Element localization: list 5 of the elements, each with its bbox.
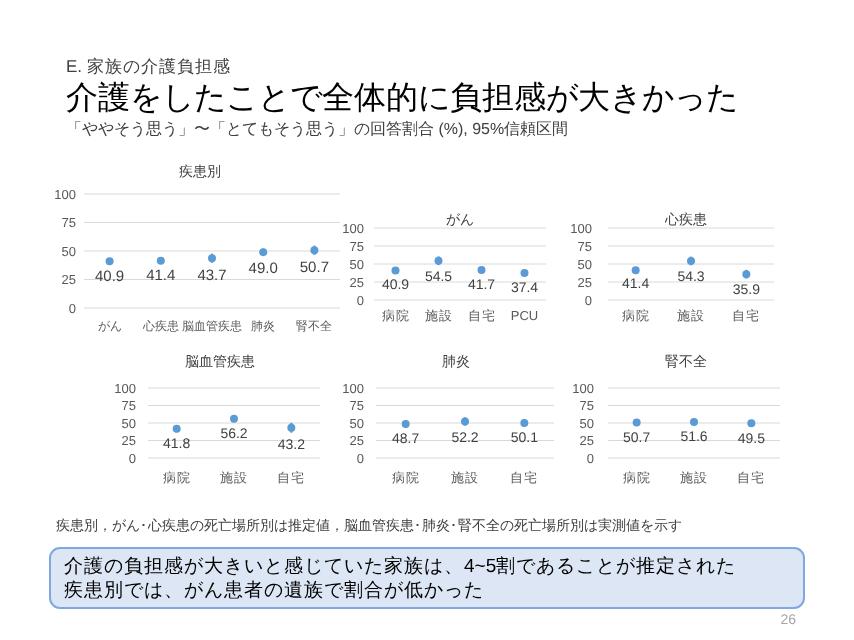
- text: 「ややそう思う」〜「とてもそう思う」の回答割合 (%), 95%信頼区間: [66, 120, 569, 138]
- text: E. 家族の介護負担感: [66, 56, 231, 76]
- text: 介護の負担感が大きいと感じていた家族は、4~5割であることが推定された: [64, 554, 737, 578]
- text: 介護をしたことで全体的に負担感が大きかった: [66, 80, 738, 116]
- text: 疾患別では、がん患者の遺族で割合が低かった: [64, 578, 484, 602]
